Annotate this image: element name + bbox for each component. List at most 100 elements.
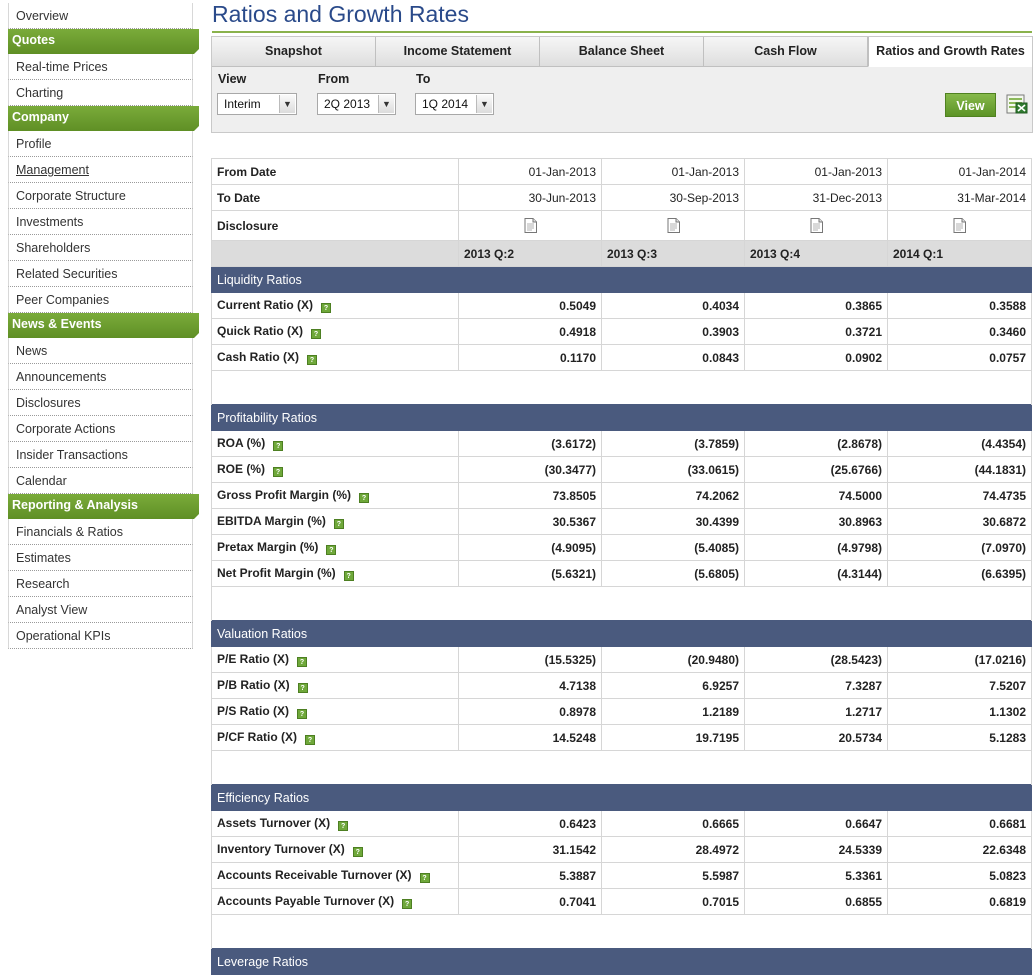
sidebar-item-profile[interactable]: Profile: [8, 131, 193, 157]
ratio-label: Assets Turnover (X): [217, 816, 331, 830]
spacer-cell: [211, 914, 1032, 949]
ratio-label-cell: ROE (%)?: [211, 456, 459, 483]
section-spacer: [211, 914, 1032, 949]
period-header: 2013 Q:4: [744, 240, 888, 267]
help-icon[interactable]: ?: [273, 467, 283, 477]
table-row: Pretax Margin (%)? (4.9095) (5.4085) (4.979…: [211, 534, 1032, 561]
tab-cash-flow[interactable]: Cash Flow: [704, 37, 868, 67]
value-cell: (7.0970): [887, 534, 1032, 561]
ratio-label: Quick Ratio (X): [217, 324, 304, 338]
sidebar-item-calendar[interactable]: Calendar: [8, 468, 193, 494]
help-icon[interactable]: ?: [297, 657, 308, 667]
sidebar-item-shareholders[interactable]: Shareholders: [8, 235, 193, 261]
section-title: Profitability Ratios: [211, 404, 1032, 431]
table-row: Assets Turnover (X)? 0.6423 0.6665 0.6647 0.…: [211, 810, 1032, 837]
sidebar-item-financials-and-ratios[interactable]: Financials & Ratios: [8, 519, 193, 545]
help-icon[interactable]: ?: [419, 873, 430, 883]
ratio-label-cell: P/S Ratio (X)?: [211, 698, 459, 725]
help-icon[interactable]: ?: [343, 571, 354, 581]
sidebar-item-peer-companies[interactable]: Peer Companies: [8, 287, 193, 313]
view-button[interactable]: View: [945, 93, 996, 117]
ratio-label-cell: Quick Ratio (X)?: [211, 318, 459, 345]
tab-ratios-and-growth-rates[interactable]: Ratios and Growth Rates: [868, 37, 1032, 67]
sidebar-item-corporate-structure[interactable]: Corporate Structure: [8, 183, 193, 209]
sidebar-nav: Overview Quotes Real-time Prices Charting Co…: [8, 3, 199, 649]
sidebar-section-company: Company: [8, 106, 199, 132]
help-icon[interactable]: ?: [352, 847, 363, 857]
help-icon[interactable]: ?: [326, 545, 337, 555]
sidebar-item-operational-kpis[interactable]: Operational KPIs: [8, 623, 193, 649]
value-cell: 0.0843: [601, 344, 745, 371]
to-select[interactable]: 1Q 2014 ▼: [415, 93, 494, 115]
value-cell: 0.6681: [887, 810, 1032, 837]
ratio-label: P/S Ratio (X): [217, 704, 290, 718]
value-cell: 7.5207: [887, 672, 1032, 699]
sidebar-item-charting[interactable]: Charting: [8, 80, 193, 106]
help-icon[interactable]: ?: [307, 355, 318, 365]
value-cell: 0.0902: [744, 344, 888, 371]
value-cell: (4.9095): [458, 534, 602, 561]
help-icon[interactable]: ?: [321, 303, 331, 313]
sidebar-item-corporate-actions[interactable]: Corporate Actions: [8, 416, 193, 442]
help-icon[interactable]: ?: [338, 821, 349, 831]
sidebar-item-label: Estimates: [16, 551, 71, 565]
sidebar-item-disclosures[interactable]: Disclosures: [8, 390, 193, 416]
excel-export-icon[interactable]: [1005, 92, 1029, 116]
help-icon[interactable]: ?: [297, 709, 308, 719]
value-cell: 5.3361: [744, 862, 888, 889]
document-icon[interactable]: [810, 218, 823, 233]
ratio-label-cell: Pretax Margin (%)?: [211, 534, 459, 561]
value-cell: 1.1302: [887, 698, 1032, 725]
period-header: 2014 Q:1: [887, 240, 1032, 267]
sidebar-item-news[interactable]: News: [8, 338, 193, 364]
sidebar-item-investments[interactable]: Investments: [8, 209, 193, 235]
sidebar-item-management[interactable]: Management: [8, 157, 193, 183]
from-select[interactable]: 2Q 2013 ▼: [317, 93, 396, 115]
sidebar-item-real-time-prices[interactable]: Real-time Prices: [8, 54, 193, 80]
section-title: Liquidity Ratios: [211, 266, 1032, 293]
document-icon[interactable]: [667, 218, 680, 233]
value-cell: (5.4085): [601, 534, 745, 561]
document-icon[interactable]: [524, 218, 537, 233]
disclosure-row: Disclosure: [211, 210, 1032, 241]
help-icon[interactable]: ?: [359, 493, 370, 503]
sidebar-item-label: Peer Companies: [16, 293, 110, 307]
help-icon[interactable]: ?: [297, 683, 308, 693]
value-cell: (6.6395): [887, 560, 1032, 587]
tab-balance-sheet[interactable]: Balance Sheet: [540, 37, 704, 67]
tab-snapshot[interactable]: Snapshot: [212, 37, 376, 67]
sidebar-item-related-securities[interactable]: Related Securities: [8, 261, 193, 287]
sidebar-item-overview[interactable]: Overview: [8, 3, 193, 29]
sidebar-item-research[interactable]: Research: [8, 571, 193, 597]
date-cell: 01-Jan-2013: [458, 158, 602, 185]
spacer-cell: [211, 370, 1032, 405]
sidebar-item-analyst-view[interactable]: Analyst View: [8, 597, 193, 623]
value-cell: 0.7041: [458, 888, 602, 915]
sidebar-item-insider-transactions[interactable]: Insider Transactions: [8, 442, 193, 468]
ratio-label-cell: Accounts Payable Turnover (X)?: [211, 888, 459, 915]
sidebar-item-label: Research: [16, 577, 70, 591]
date-cell: 01-Jan-2013: [601, 158, 745, 185]
help-icon[interactable]: ?: [402, 899, 413, 909]
to-label: To: [416, 72, 431, 86]
value-cell: 6.9257: [601, 672, 745, 699]
help-icon[interactable]: ?: [305, 735, 315, 745]
document-icon[interactable]: [953, 218, 966, 233]
help-icon[interactable]: ?: [311, 329, 322, 339]
view-select[interactable]: Interim ▼: [217, 93, 297, 115]
sidebar-item-estimates[interactable]: Estimates: [8, 545, 193, 571]
section-spacer: [211, 370, 1032, 405]
ratio-label: Gross Profit Margin (%): [217, 488, 352, 502]
table-row: P/E Ratio (X)? (15.5325) (20.9480) (28.5423…: [211, 646, 1032, 673]
value-cell: 0.4034: [601, 292, 745, 319]
ratio-label: Pretax Margin (%): [217, 540, 319, 554]
help-icon[interactable]: ?: [333, 519, 344, 529]
sidebar-section-news-and-events: News & Events: [8, 313, 199, 339]
to-select-value: 1Q 2014: [422, 97, 469, 111]
tab-income-statement[interactable]: Income Statement: [376, 37, 540, 67]
help-icon[interactable]: ?: [273, 441, 284, 451]
section-spacer: [211, 750, 1032, 785]
sidebar-item-announcements[interactable]: Announcements: [8, 364, 193, 390]
value-cell: 0.8978: [458, 698, 602, 725]
value-cell: (25.6766): [744, 456, 888, 483]
